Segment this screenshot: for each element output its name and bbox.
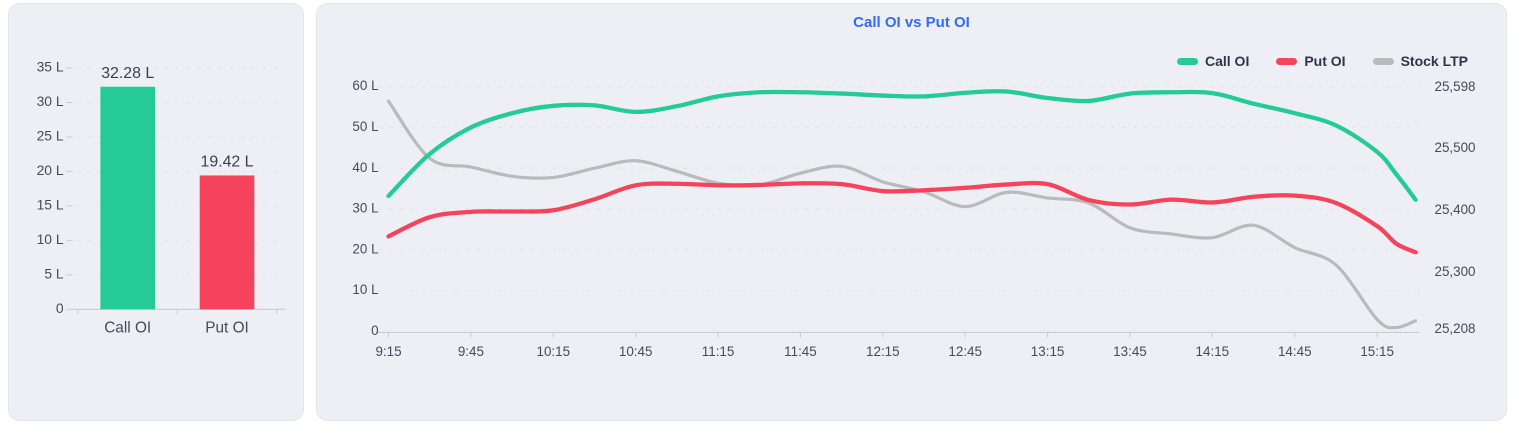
x-axis-label: 11:15 — [702, 344, 735, 359]
oi-totals-bar-chart: 0 5 L 10 L 15 L 20 L 25 L 30 L 35 L 32.28 L Call … — [37, 59, 286, 336]
legend-label: Put OI — [1304, 53, 1346, 69]
bar-put-oi[interactable] — [199, 175, 255, 310]
legend-item-put-oi[interactable]: Put OI — [1276, 53, 1346, 69]
x-axis-label: 13:45 — [1113, 344, 1147, 359]
x-axis-label: 11:45 — [784, 344, 817, 359]
bar-value-label: 19.42 L — [201, 154, 254, 171]
legend-label: Call OI — [1204, 53, 1250, 69]
left-axis-label: 50 L — [352, 119, 379, 134]
oi-timeline-card: Call OI vs Put OI Call OI Put OI Stock LTP… — [316, 3, 1507, 421]
legend-item-call-oi[interactable]: Call OI — [1176, 53, 1250, 69]
legend-swatch-call-oi — [1176, 57, 1198, 65]
x-axis-label: 9:45 — [458, 344, 484, 359]
left-axis-label: 40 L — [352, 160, 379, 175]
bar-value-label: 32.28 L — [101, 65, 154, 82]
x-axis-label: 13:15 — [1031, 344, 1065, 359]
x-axis-label: 15:15 — [1360, 344, 1394, 359]
legend-swatch-put-oi — [1276, 57, 1298, 65]
y-axis-label: 10 L — [37, 231, 64, 247]
right-axis-label: 25,208 — [1434, 321, 1475, 336]
y-axis-label: 0 — [56, 300, 64, 316]
x-category-label: Put OI — [205, 319, 249, 336]
y-axis-label: 25 L — [37, 128, 64, 144]
right-axis-label: 25,300 — [1434, 264, 1475, 279]
x-category-label: Call OI — [104, 319, 151, 336]
right-axis-label: 25,400 — [1434, 202, 1475, 217]
y-axis-label: 20 L — [37, 162, 64, 178]
bar-call-oi[interactable] — [100, 86, 156, 310]
series-line-call-oi — [386, 89, 1418, 202]
x-axis-label: 14:45 — [1278, 344, 1312, 359]
oi-timeline-line-chart: 9:15 9:45 10:15 10:45 11:15 11:45 12:15 12:45 13… — [352, 78, 1475, 359]
x-axis-label: 10:45 — [619, 344, 653, 359]
left-axis-label: 20 L — [352, 241, 379, 256]
y-axis-label: 5 L — [44, 266, 64, 282]
x-axis-label: 9:15 — [375, 344, 401, 359]
series-line-stock-ltp — [386, 99, 1418, 330]
left-axis-label: 10 L — [352, 282, 379, 297]
y-axis-label: 35 L — [37, 59, 64, 75]
y-axis-label: 15 L — [37, 197, 64, 213]
oi-totals-bar-card: 0 5 L 10 L 15 L 20 L 25 L 30 L 35 L 32.28 L Call … — [8, 3, 304, 421]
x-axis-label: 12:45 — [948, 344, 982, 359]
legend-item-stock-ltp[interactable]: Stock LTP — [1372, 53, 1468, 69]
left-axis-label: 0 — [371, 323, 378, 338]
legend: Call OI Put OI Stock LTP — [1176, 53, 1468, 69]
left-axis-label: 60 L — [352, 78, 379, 93]
right-axis-label: 25,598 — [1434, 79, 1475, 94]
legend-label: Stock LTP — [1400, 53, 1468, 69]
right-axis-label: 25,500 — [1434, 140, 1475, 155]
left-axis-label: 30 L — [352, 201, 379, 216]
x-axis-label: 10:15 — [536, 344, 570, 359]
legend-swatch-stock-ltp — [1372, 57, 1394, 65]
series-line-put-oi — [386, 180, 1418, 255]
x-axis-label: 14:15 — [1196, 344, 1230, 359]
y-axis-label: 30 L — [37, 93, 64, 109]
x-axis-label: 12:15 — [866, 344, 900, 359]
